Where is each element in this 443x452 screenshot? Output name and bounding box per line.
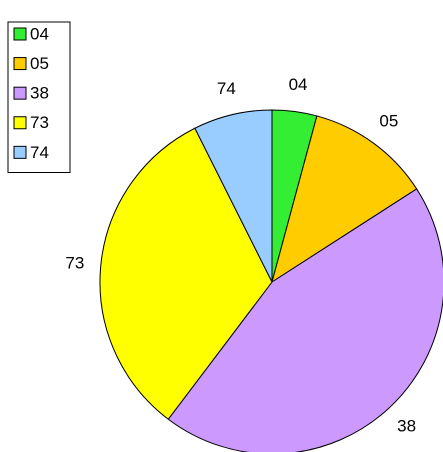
pie-slice xyxy=(194,109,273,283)
legend-swatch xyxy=(13,86,27,100)
legend-label: 04 xyxy=(30,24,49,43)
slice-label: 74 xyxy=(217,79,236,98)
legend-swatch xyxy=(13,57,27,71)
slice-label: 04 xyxy=(289,75,308,94)
slice-label: 38 xyxy=(397,417,416,436)
pie-slice xyxy=(167,188,443,452)
legend-swatch xyxy=(13,116,27,130)
pie-slice xyxy=(271,115,418,284)
legend-label: 38 xyxy=(30,84,49,103)
slice-label: 05 xyxy=(379,112,398,131)
pie-slice xyxy=(99,127,273,420)
legend-label: 73 xyxy=(30,113,49,132)
legend-swatch xyxy=(13,145,27,159)
legend-label: 74 xyxy=(30,143,49,162)
legend-swatch xyxy=(13,27,27,41)
legend-label: 05 xyxy=(30,54,49,73)
slice-label: 73 xyxy=(65,253,84,272)
